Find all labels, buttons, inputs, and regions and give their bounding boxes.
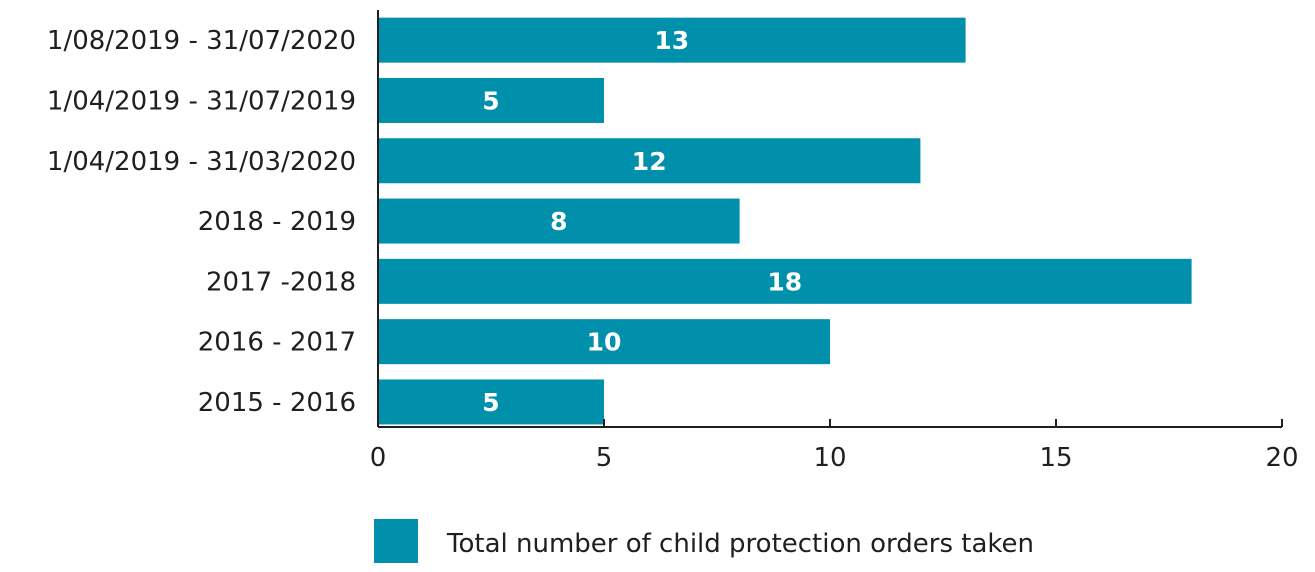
bar-value-label: 18	[767, 267, 802, 296]
bar	[379, 17, 966, 63]
category-label: 1/04/2019 - 31/07/2019	[47, 86, 356, 116]
category-label: 2016 - 2017	[198, 328, 356, 358]
legend-swatch	[374, 519, 418, 563]
bar-value-label: 5	[482, 388, 499, 417]
legend: Total number of child protection orders …	[374, 519, 1034, 563]
x-tick-label: 15	[1039, 443, 1072, 473]
bar	[379, 77, 604, 123]
category-label: 1/04/2019 - 31/03/2020	[47, 147, 356, 177]
bar-value-label: 12	[632, 147, 667, 176]
category-label: 2015 - 2016	[198, 388, 356, 418]
bar	[379, 319, 830, 365]
x-tick-label: 0	[370, 443, 387, 473]
x-axis-ticks: 0 5 10 15 20	[370, 419, 1299, 473]
category-label: 1/08/2019 - 31/07/2020	[47, 26, 356, 56]
category-label: 2018 - 2019	[198, 207, 356, 237]
legend-label: Total number of child protection orders …	[446, 529, 1034, 559]
bar-value-label: 8	[550, 207, 567, 236]
bar-value-label: 5	[482, 86, 499, 115]
category-labels: 1/08/2019 - 31/07/2020 1/04/2019 - 31/07/…	[47, 26, 356, 418]
bar	[379, 198, 740, 244]
bar-value-label: 10	[587, 328, 622, 357]
x-tick-label: 20	[1265, 443, 1298, 473]
x-tick-label: 10	[813, 443, 846, 473]
category-label: 2017 -2018	[206, 267, 356, 297]
bar-value-label: 13	[654, 26, 689, 55]
bar	[379, 138, 921, 184]
bars-group: 13 5 12 8 18 10 5	[379, 17, 1192, 425]
bar	[379, 379, 604, 425]
bar	[379, 258, 1192, 304]
x-tick-label: 5	[596, 443, 613, 473]
